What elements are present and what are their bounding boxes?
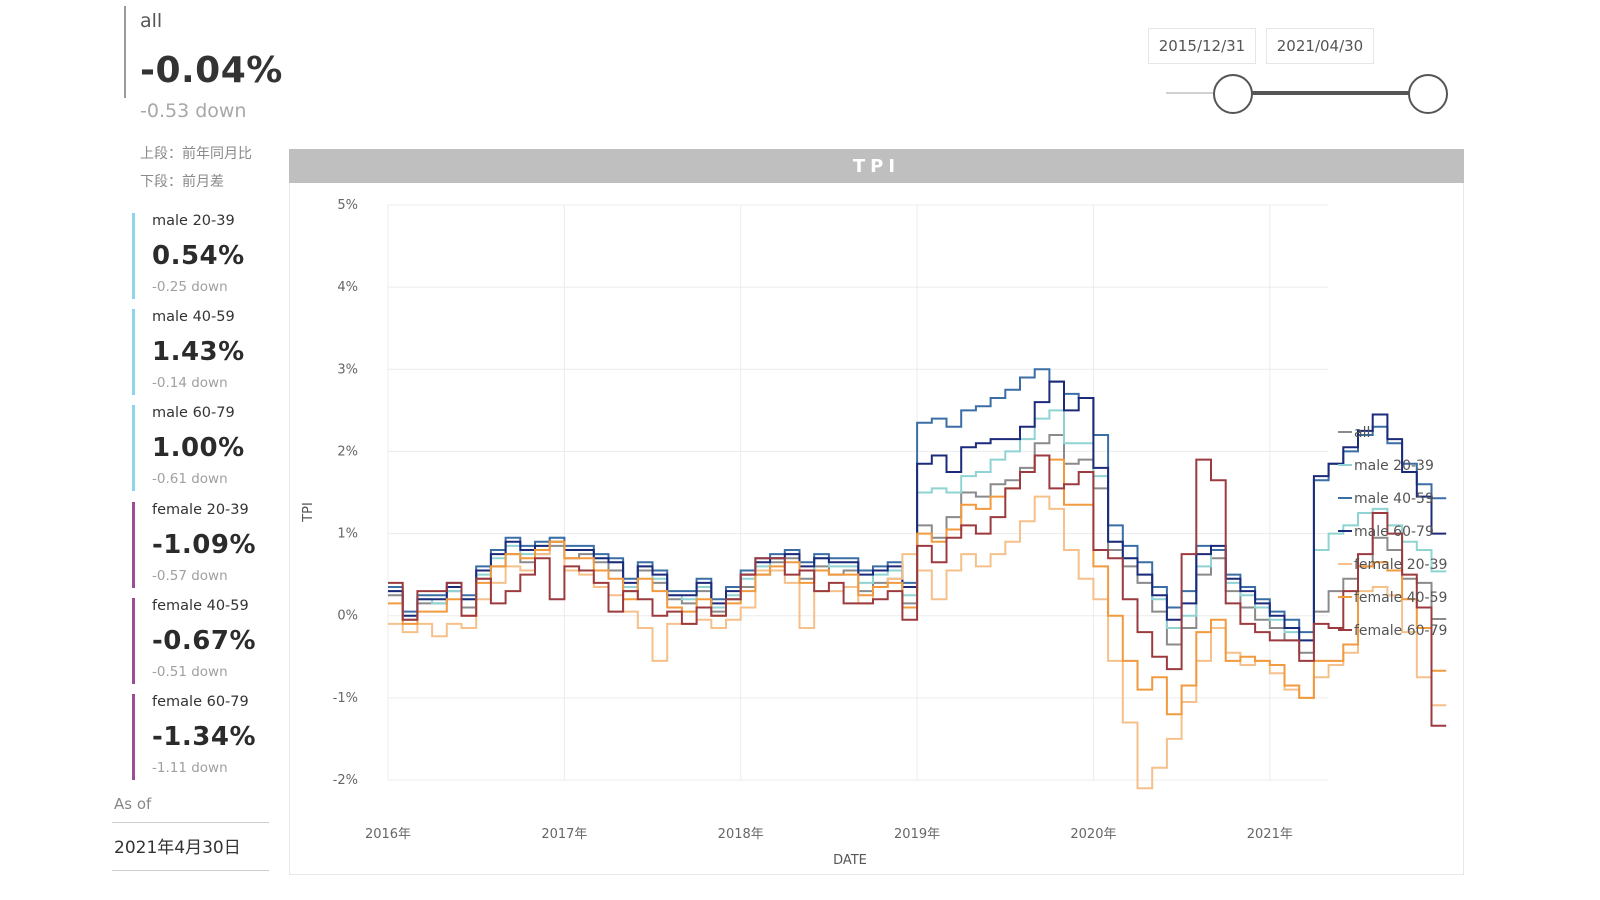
y-tick-label: 1%	[337, 527, 358, 542]
card-value: 1.43%	[152, 337, 245, 367]
note-lower: 下段：前月差	[140, 174, 224, 190]
x-tick-label: 2016年	[365, 827, 411, 842]
chart-title: TPI	[289, 149, 1464, 183]
card-accent-bar	[132, 502, 135, 588]
start-date-input[interactable]: 2015/12/31	[1148, 28, 1256, 64]
divider	[112, 870, 269, 871]
x-tick-label: 2021年	[1247, 827, 1293, 842]
card-accent-bar	[132, 598, 135, 684]
y-tick-label: 3%	[337, 362, 358, 377]
segment-card: female 40-59 -0.67% -0.51 down	[132, 598, 277, 688]
card-label: male 20-39	[152, 213, 235, 229]
card-delta: -0.25 down	[152, 279, 228, 295]
x-axis-label: DATE	[833, 853, 867, 868]
legend-item[interactable]: female 60-79	[1354, 623, 1447, 639]
divider	[112, 822, 269, 823]
card-value: -0.67%	[152, 626, 256, 656]
x-tick-label: 2020年	[1070, 827, 1116, 842]
note-upper: 上段：前年同月比	[140, 146, 252, 162]
card-delta: -0.61 down	[152, 471, 228, 487]
x-tick-label: 2018年	[718, 827, 764, 842]
legend-item[interactable]: all	[1354, 425, 1370, 441]
legend-item[interactable]: male 40-59	[1354, 491, 1434, 507]
slider-track-selected[interactable]	[1234, 91, 1428, 95]
legend-item[interactable]: female 40-59	[1354, 590, 1447, 606]
summary-value: -0.04%	[140, 50, 283, 91]
end-date-input[interactable]: 2021/04/30	[1266, 28, 1374, 64]
card-value: 0.54%	[152, 241, 245, 271]
card-accent-bar	[132, 309, 135, 395]
as-of-label: As of	[114, 795, 152, 813]
card-label: female 60-79	[152, 694, 249, 710]
y-tick-label: 0%	[337, 609, 358, 624]
card-value: -1.34%	[152, 722, 256, 752]
summary-delta: -0.53 down	[140, 100, 247, 122]
card-accent-bar	[132, 694, 135, 780]
card-label: female 20-39	[152, 502, 249, 518]
y-tick-label: 4%	[337, 280, 358, 295]
card-label: female 40-59	[152, 598, 249, 614]
series-line-female-60-79[interactable]	[388, 454, 1447, 727]
legend-item[interactable]: male 20-39	[1354, 458, 1434, 474]
card-delta: -1.11 down	[152, 760, 228, 776]
y-tick-label: 2%	[337, 444, 358, 459]
card-label: male 60-79	[152, 405, 235, 421]
card-label: male 40-59	[152, 309, 235, 325]
y-tick-label: -1%	[333, 691, 358, 706]
legend-item[interactable]: male 60-79	[1354, 524, 1434, 540]
series-line-female-40-59[interactable]	[388, 454, 1447, 716]
segment-card: male 60-79 1.00% -0.61 down	[132, 405, 277, 495]
segment-card: male 40-59 1.43% -0.14 down	[132, 309, 277, 399]
card-accent-bar	[132, 213, 135, 299]
slider-end-handle[interactable]	[1408, 74, 1448, 114]
card-accent-bar	[132, 405, 135, 491]
card-value: -1.09%	[152, 530, 256, 560]
x-tick-label: 2019年	[894, 827, 940, 842]
card-delta: -0.57 down	[152, 568, 228, 584]
summary-card	[124, 6, 296, 98]
x-tick-label: 2017年	[541, 827, 587, 842]
card-value: 1.00%	[152, 433, 245, 463]
slider-start-handle[interactable]	[1213, 74, 1253, 114]
y-tick-label: 5%	[337, 198, 358, 213]
segment-card: female 60-79 -1.34% -1.11 down	[132, 694, 277, 784]
segment-card: male 20-39 0.54% -0.25 down	[132, 213, 277, 303]
card-delta: -0.14 down	[152, 375, 228, 391]
y-axis-label: TPI	[301, 502, 316, 523]
legend-item[interactable]: female 20-39	[1354, 557, 1447, 573]
chart-panel	[289, 149, 1464, 875]
summary-label: all	[140, 10, 163, 32]
y-tick-label: -2%	[333, 773, 358, 788]
slider-track[interactable]	[1166, 92, 1234, 94]
as-of-date: 2021年4月30日	[114, 838, 241, 858]
segment-card: female 20-39 -1.09% -0.57 down	[132, 502, 277, 592]
card-delta: -0.51 down	[152, 664, 228, 680]
